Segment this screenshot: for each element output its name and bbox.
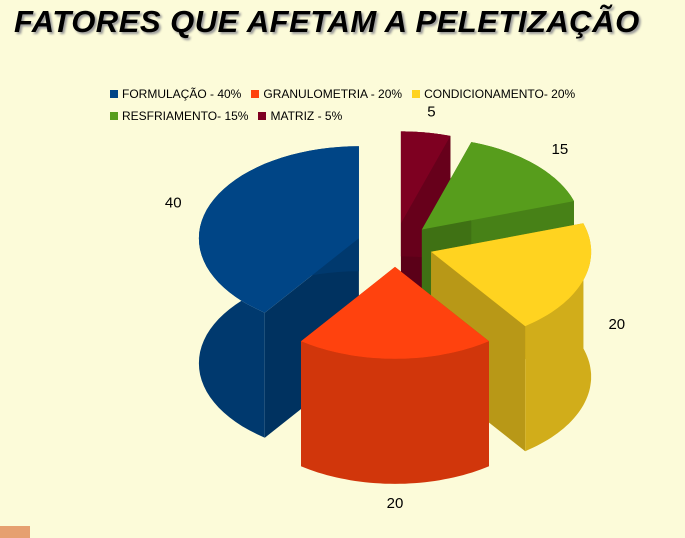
data-label: 20 [387,495,404,512]
legend-swatch [412,90,421,98]
legend-item: RESFRIAMENTO- 15% [110,109,248,123]
legend: FORMULAÇÃO - 40% GRANULOMETRIA - 20% CONDI… [110,87,670,123]
data-label: 5 [427,104,435,121]
legend-swatch [258,112,267,120]
legend-label: RESFRIAMENTO- 15% [122,109,249,123]
slice-wall [525,223,592,452]
legend-swatch [110,90,118,98]
data-label: 20 [608,316,625,333]
legend-label: MATRIZ - 5% [270,109,343,123]
legend-swatch [251,90,260,98]
legend-item: MATRIZ - 5% [258,109,342,123]
slice-top [301,266,489,359]
legend-label: CONDICIONAMENTO- 20% [424,87,576,101]
slice-top [400,131,451,224]
slice [198,146,359,438]
chart-title: FATORES QUE AFETAM A PELETIZAÇÃO [14,4,640,39]
slice-top [431,223,592,327]
legend-item: GRANULOMETRIA - 20% [251,87,402,101]
legend-item: CONDICIONAMENTO- 20% [412,87,575,101]
data-label: 15 [552,141,569,158]
slice-wall [301,341,489,484]
legend-swatch [110,112,118,120]
decoration [0,526,30,538]
legend-label: FORMULAÇÃO - 40% [122,87,242,101]
legend-item: FORMULAÇÃO - 40% [110,87,241,101]
slice-top [198,146,359,313]
slice-top [421,142,574,230]
slice [301,266,489,484]
legend-label: GRANULOMETRIA - 20% [263,87,403,101]
data-label: 40 [165,195,182,212]
